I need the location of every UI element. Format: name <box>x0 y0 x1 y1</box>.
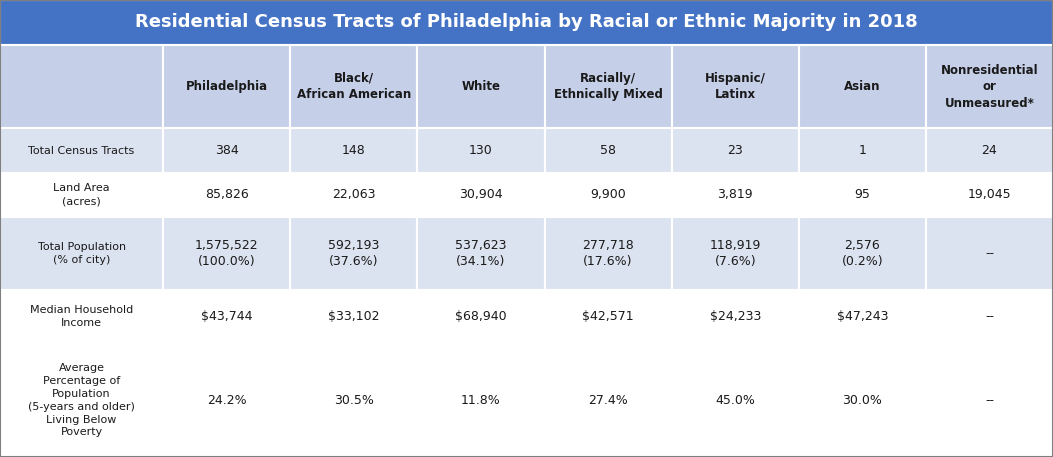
Bar <box>0 217 163 290</box>
Text: 130: 130 <box>470 144 493 157</box>
Text: 27.4%: 27.4% <box>589 394 628 407</box>
Text: Racially/
Ethnically Mixed: Racially/ Ethnically Mixed <box>554 72 662 101</box>
Bar <box>799 290 926 344</box>
Bar <box>544 344 672 457</box>
Bar <box>163 217 291 290</box>
Bar <box>417 217 544 290</box>
Text: 11.8%: 11.8% <box>461 394 501 407</box>
Text: 384: 384 <box>215 144 239 157</box>
Bar <box>291 173 417 217</box>
Bar <box>926 344 1053 457</box>
Bar <box>672 290 799 344</box>
Text: $33,102: $33,102 <box>329 310 380 323</box>
Bar <box>544 128 672 173</box>
Text: 1,575,522
(100.0%): 1,575,522 (100.0%) <box>195 239 259 268</box>
Text: Asian: Asian <box>845 80 880 93</box>
Text: Philadelphia: Philadelphia <box>185 80 267 93</box>
Text: Total Census Tracts: Total Census Tracts <box>28 145 135 155</box>
Bar <box>799 128 926 173</box>
Bar <box>291 290 417 344</box>
Text: Nonresidential
or
Unmeasured*: Nonresidential or Unmeasured* <box>940 64 1038 110</box>
Text: 3,819: 3,819 <box>717 188 753 201</box>
Bar <box>417 290 544 344</box>
Bar <box>672 173 799 217</box>
Text: 148: 148 <box>342 144 365 157</box>
Text: 45.0%: 45.0% <box>715 394 755 407</box>
Text: Total Population
(% of city): Total Population (% of city) <box>38 242 125 265</box>
Bar <box>163 290 291 344</box>
Bar <box>926 45 1053 128</box>
Text: $68,940: $68,940 <box>455 310 506 323</box>
Text: 30.5%: 30.5% <box>334 394 374 407</box>
Bar <box>672 344 799 457</box>
Text: White: White <box>461 80 500 93</box>
Text: $43,744: $43,744 <box>201 310 253 323</box>
Bar <box>926 217 1053 290</box>
Bar <box>417 128 544 173</box>
Text: 22,063: 22,063 <box>332 188 376 201</box>
Text: 1: 1 <box>858 144 867 157</box>
Bar <box>544 217 672 290</box>
Bar <box>0 290 163 344</box>
Text: $47,243: $47,243 <box>836 310 888 323</box>
Text: $24,233: $24,233 <box>710 310 761 323</box>
Bar <box>163 45 291 128</box>
Text: 537,623
(34.1%): 537,623 (34.1%) <box>455 239 506 268</box>
Text: Land Area
(acres): Land Area (acres) <box>54 183 110 206</box>
Bar <box>544 45 672 128</box>
Text: 24.2%: 24.2% <box>207 394 246 407</box>
Text: 9,900: 9,900 <box>591 188 625 201</box>
Bar <box>544 173 672 217</box>
Text: Black/
African American: Black/ African American <box>297 72 411 101</box>
Text: Average
Percentage of
Population
(5-years and older)
Living Below
Poverty: Average Percentage of Population (5-year… <box>28 363 135 437</box>
Bar <box>799 344 926 457</box>
Bar <box>417 344 544 457</box>
Text: 2,576
(0.2%): 2,576 (0.2%) <box>841 239 883 268</box>
Text: 85,826: 85,826 <box>205 188 249 201</box>
Bar <box>799 217 926 290</box>
Text: Residential Census Tracts of Philadelphia by Racial or Ethnic Majority in 2018: Residential Census Tracts of Philadelphi… <box>135 13 918 32</box>
Bar <box>799 45 926 128</box>
Text: 24: 24 <box>981 144 997 157</box>
Bar <box>0 344 163 457</box>
Text: 592,193
(37.6%): 592,193 (37.6%) <box>329 239 379 268</box>
Bar <box>163 173 291 217</box>
Text: --: -- <box>985 394 994 407</box>
Bar <box>291 128 417 173</box>
Bar <box>672 217 799 290</box>
Bar <box>291 45 417 128</box>
Bar <box>291 344 417 457</box>
Bar <box>0 45 163 128</box>
Text: 30.0%: 30.0% <box>842 394 882 407</box>
Bar <box>926 290 1053 344</box>
Text: Median Household
Income: Median Household Income <box>29 305 134 328</box>
Text: 277,718
(17.6%): 277,718 (17.6%) <box>582 239 634 268</box>
Bar <box>417 45 544 128</box>
Bar <box>926 128 1053 173</box>
Text: 95: 95 <box>854 188 870 201</box>
Text: 23: 23 <box>728 144 743 157</box>
Bar <box>0 128 163 173</box>
Text: 118,919
(7.6%): 118,919 (7.6%) <box>710 239 761 268</box>
Text: --: -- <box>985 310 994 323</box>
Bar <box>163 128 291 173</box>
Bar <box>799 173 926 217</box>
Bar <box>291 217 417 290</box>
Bar <box>672 45 799 128</box>
Text: $42,571: $42,571 <box>582 310 634 323</box>
Bar <box>0 173 163 217</box>
Text: 58: 58 <box>600 144 616 157</box>
Bar <box>0 0 1053 45</box>
Bar <box>672 128 799 173</box>
Text: --: -- <box>985 247 994 260</box>
Text: Hispanic/
Latinx: Hispanic/ Latinx <box>704 72 766 101</box>
Bar <box>926 173 1053 217</box>
Text: 30,904: 30,904 <box>459 188 503 201</box>
Bar <box>544 290 672 344</box>
Bar <box>163 344 291 457</box>
Bar <box>417 173 544 217</box>
Text: 19,045: 19,045 <box>968 188 1011 201</box>
